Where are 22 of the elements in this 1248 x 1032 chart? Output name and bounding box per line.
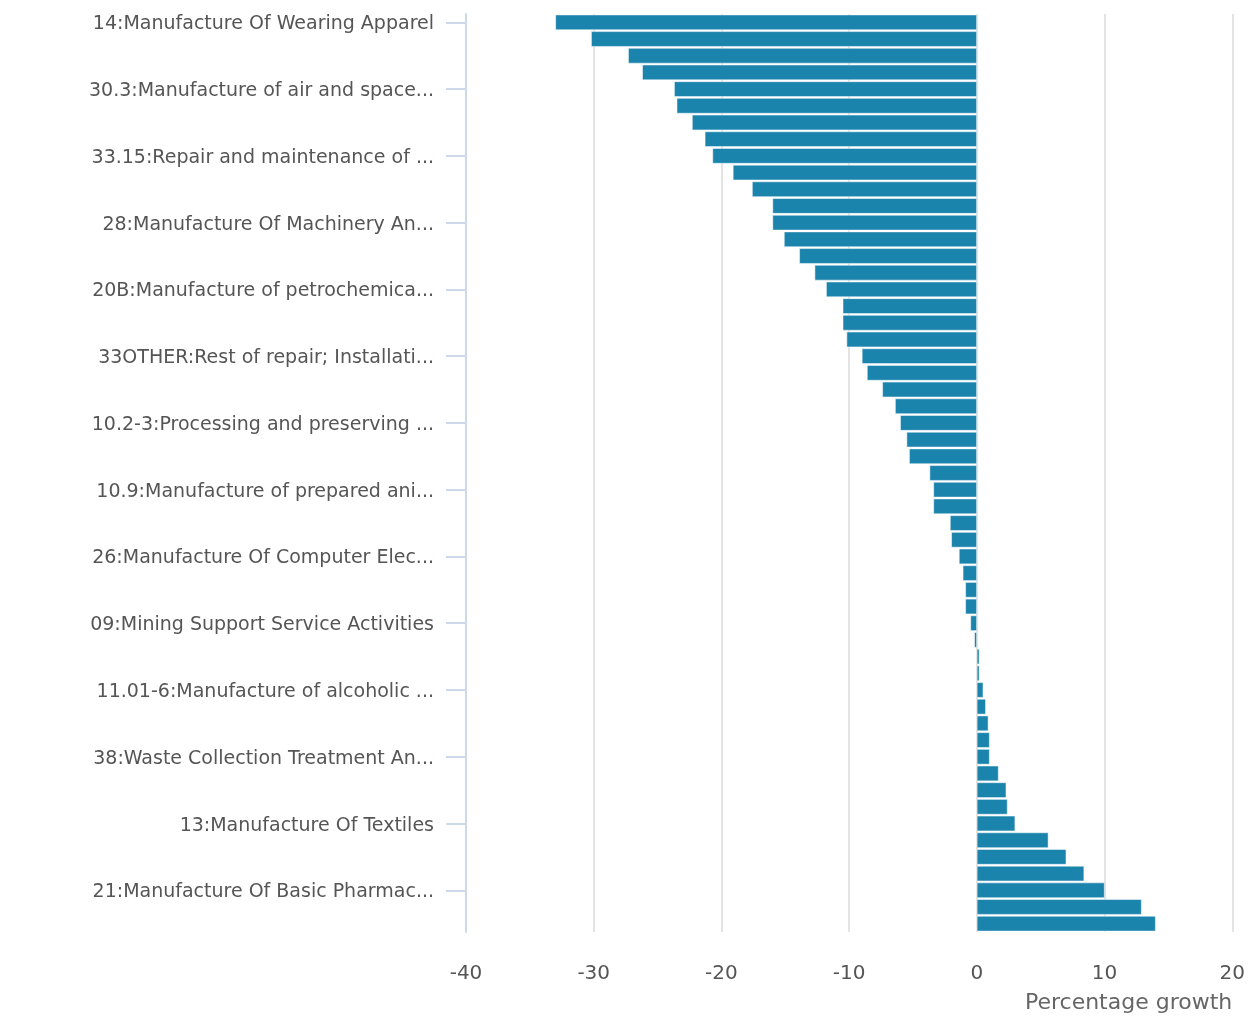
x-tick-label: 0: [970, 960, 984, 984]
y-tick-label: 21:Manufacture Of Basic Pharmac...: [92, 879, 434, 902]
x-tick-label: -30: [577, 960, 611, 984]
x-tick-label: 20: [1219, 960, 1245, 984]
y-tick-label: 20B:Manufacture of petrochemica...: [92, 278, 434, 301]
y-tick-label: 33.15:Repair and maintenance of ...: [91, 144, 434, 167]
y-tick-label: 14:Manufacture Of Wearing Apparel: [92, 11, 434, 34]
y-tick-label: 10.2-3:Processing and preserving ...: [91, 411, 434, 434]
x-tick-label: -20: [705, 960, 738, 984]
x-tick-label: -40: [449, 960, 483, 984]
y-tick-label: 33OTHER:Rest of repair; Installati...: [98, 345, 434, 368]
y-tick-label: 11.01-6:Manufacture of alcoholic ...: [96, 678, 434, 701]
y-tick-label: 38:Waste Collection Treatment An...: [93, 745, 434, 768]
y-tick-label: 10.9:Manufacture of prepared ani...: [96, 478, 434, 501]
y-tick-label: 09:Mining Support Service Activities: [90, 612, 434, 635]
x-tick-label: -10: [832, 960, 866, 984]
y-tick-label: 28:Manufacture Of Machinery An...: [102, 211, 434, 234]
y-tick-label: 30.3:Manufacture of air and space...: [89, 78, 434, 101]
x-tick-label: 10: [1091, 960, 1118, 984]
y-tick-label: 26:Manufacture Of Computer Elec...: [92, 545, 434, 568]
x-axis-title: Percentage growth: [1024, 988, 1233, 1014]
y-tick-label: 13:Manufacture Of Textiles: [179, 812, 434, 835]
